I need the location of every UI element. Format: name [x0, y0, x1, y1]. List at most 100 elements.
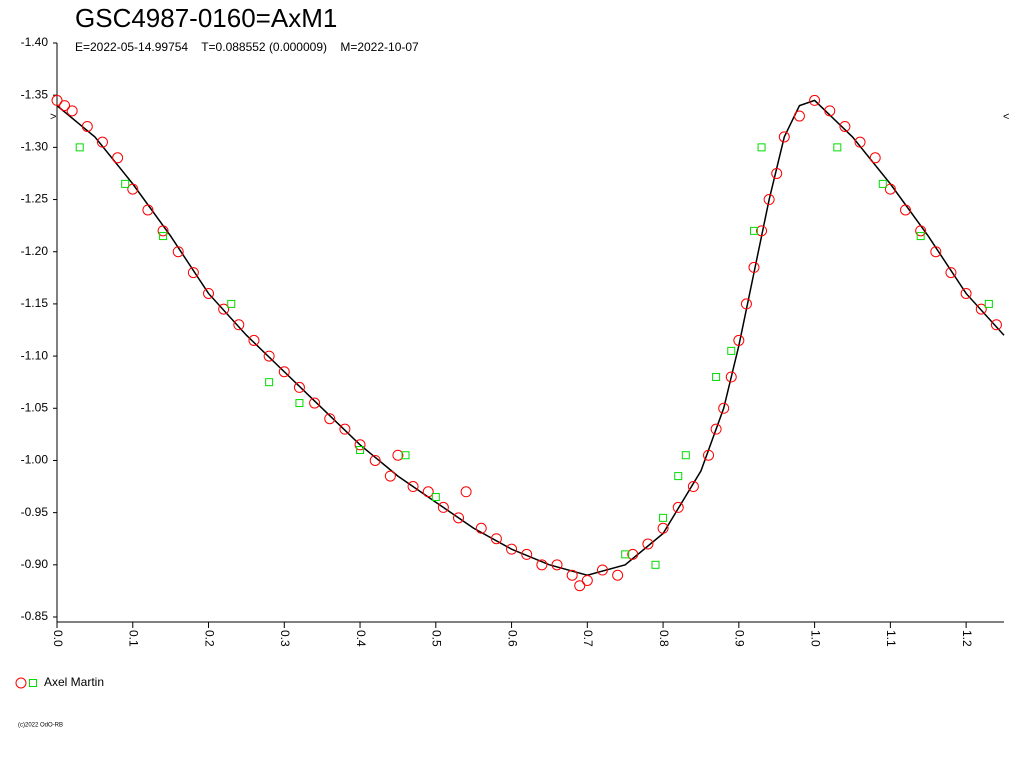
data-point: [369, 454, 381, 466]
data-point: [916, 232, 925, 241]
x-tick-label: 0.0: [51, 630, 65, 647]
data-point: [621, 550, 630, 559]
data-point: [727, 346, 736, 355]
data-point: [793, 110, 805, 122]
data-point: [218, 303, 230, 315]
data-point: [642, 538, 654, 550]
data-point: [401, 451, 410, 460]
data-point: [81, 120, 93, 132]
data-point: [506, 543, 518, 555]
data-point: [945, 267, 957, 279]
y-tick-label: -1.20: [21, 244, 49, 258]
data-point: [431, 492, 440, 501]
data-point: [725, 371, 737, 383]
data-point: [984, 299, 993, 308]
data-point: [975, 303, 987, 315]
data-point: [733, 334, 745, 346]
y-tick-label: -1.10: [21, 348, 49, 362]
data-point: [960, 287, 972, 299]
x-tick-label: 1.1: [884, 630, 898, 647]
footer: (c)2022 OdO-RB: [18, 723, 63, 729]
x-tick-label: 0.5: [430, 630, 444, 647]
data-point: [407, 481, 419, 493]
data-point: [112, 152, 124, 164]
data-point: [771, 167, 783, 179]
data-point: [581, 574, 593, 586]
data-point: [687, 481, 699, 493]
data-point: [990, 319, 1002, 331]
data-point: [757, 143, 766, 152]
data-point: [309, 397, 321, 409]
data-point: [324, 413, 336, 425]
y-tick-label: -0.95: [21, 505, 49, 519]
data-point: [536, 559, 548, 571]
data-point: [566, 569, 578, 581]
data-point: [718, 402, 730, 414]
data-point: [809, 94, 821, 106]
fit-curve: [56, 99, 1005, 577]
x-tick-label: 0.4: [354, 630, 368, 647]
data-point: [878, 179, 887, 188]
data-point: [884, 183, 896, 195]
y-tick-label: -1.00: [21, 453, 49, 467]
data-point: [915, 225, 927, 237]
data-point: [203, 287, 215, 299]
data-point: [263, 350, 275, 362]
data-point: [740, 298, 752, 310]
x-tick-label: 0.1: [127, 630, 141, 647]
x-tick-label: 1.0: [808, 630, 822, 647]
data-point: [551, 559, 563, 571]
data-point: [712, 372, 721, 381]
data-point: [460, 486, 472, 498]
data-point: [339, 423, 351, 435]
data-point: [824, 105, 836, 117]
legend-symbol: [15, 677, 27, 689]
data-point: [659, 513, 668, 522]
data-point: [278, 366, 290, 378]
data-point: [227, 299, 236, 308]
data-point: [265, 378, 274, 387]
marker-right: <: [1003, 111, 1009, 123]
x-tick-label: 1.2: [960, 630, 974, 647]
y-tick-label: -1.30: [21, 140, 49, 154]
data-point: [674, 472, 683, 481]
chart-title: GSC4987-0160=AxM1: [75, 3, 337, 33]
data-point: [384, 470, 396, 482]
data-point: [710, 423, 722, 435]
data-point: [703, 449, 715, 461]
data-point: [475, 522, 487, 534]
x-tick-label: 0.6: [505, 630, 519, 647]
x-tick-label: 0.2: [202, 630, 216, 647]
data-point: [233, 319, 245, 331]
data-point: [612, 569, 624, 581]
data-point: [75, 143, 84, 152]
data-point: [392, 449, 404, 461]
data-point: [96, 136, 108, 148]
data-point: [354, 439, 366, 451]
data-point: [422, 486, 434, 498]
data-point: [51, 94, 63, 106]
y-tick-label: -1.15: [21, 296, 49, 310]
x-tick-label: 0.9: [733, 630, 747, 647]
x-tick-label: 0.7: [581, 630, 595, 647]
data-point: [833, 143, 842, 152]
data-point: [453, 512, 465, 524]
data-point: [159, 232, 168, 241]
y-tick-label: -0.90: [21, 557, 49, 571]
chart-subtitle: E=2022-05-14.99754 T=0.088552 (0.000009)…: [75, 40, 419, 54]
data-point: [59, 100, 71, 112]
data-point: [127, 183, 139, 195]
data-point: [293, 381, 305, 393]
data-point: [854, 136, 866, 148]
data-point: [172, 246, 184, 258]
data-point: [651, 560, 660, 569]
y-tick-label: -1.25: [21, 192, 49, 206]
data-point: [596, 564, 608, 576]
data-point: [521, 548, 533, 560]
data-point: [66, 105, 78, 117]
y-tick-label: -0.85: [21, 609, 49, 623]
x-tick-label: 0.8: [657, 630, 671, 647]
marker-left: >: [50, 111, 56, 123]
data-point: [839, 120, 851, 132]
